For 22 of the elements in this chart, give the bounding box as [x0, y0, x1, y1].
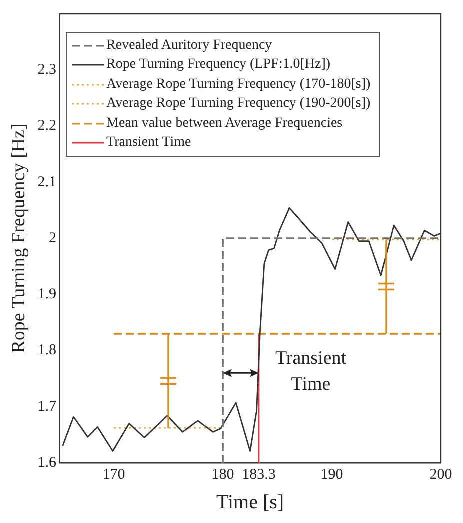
annotation: Transient Time: [275, 348, 348, 396]
x-axis-title: Time [s]: [216, 491, 284, 514]
y-tick-label: 1.7: [38, 398, 58, 415]
x-tick-label: 180: [212, 466, 234, 483]
x-tick-label: 200: [430, 466, 452, 483]
legend-label: Average Rope Turning Frequency (190-200[s]): [106, 96, 371, 112]
y-tick-label: 1.8: [38, 342, 57, 359]
legend-label: Revealed Auritory Frequency: [106, 38, 272, 54]
y-tick-label: 1.6: [38, 454, 58, 471]
y-tick-label: 2.3: [38, 62, 57, 78]
y-tick-label: 1.9: [38, 286, 57, 303]
y-axis-title: Rope Turning Frequency [Hz]: [8, 124, 30, 354]
legend-label: Average Rope Turning Frequency (170-180[s]): [106, 76, 371, 93]
x-tick-label: 170: [102, 466, 126, 483]
legend-label: Transient Time: [106, 135, 192, 152]
y-tick-label: 2.1: [38, 174, 57, 190]
y-tick-label: 2: [49, 230, 57, 246]
x-tick-label: 183.3: [242, 466, 276, 483]
legend-label: Rope Turning Frequency (LPF:1.0[Hz]): [106, 57, 331, 74]
y-tick-label: 2.2: [38, 118, 57, 134]
x-tick-label: 190: [320, 466, 344, 483]
legend-label: Mean value between Average Frequencies: [106, 116, 343, 132]
